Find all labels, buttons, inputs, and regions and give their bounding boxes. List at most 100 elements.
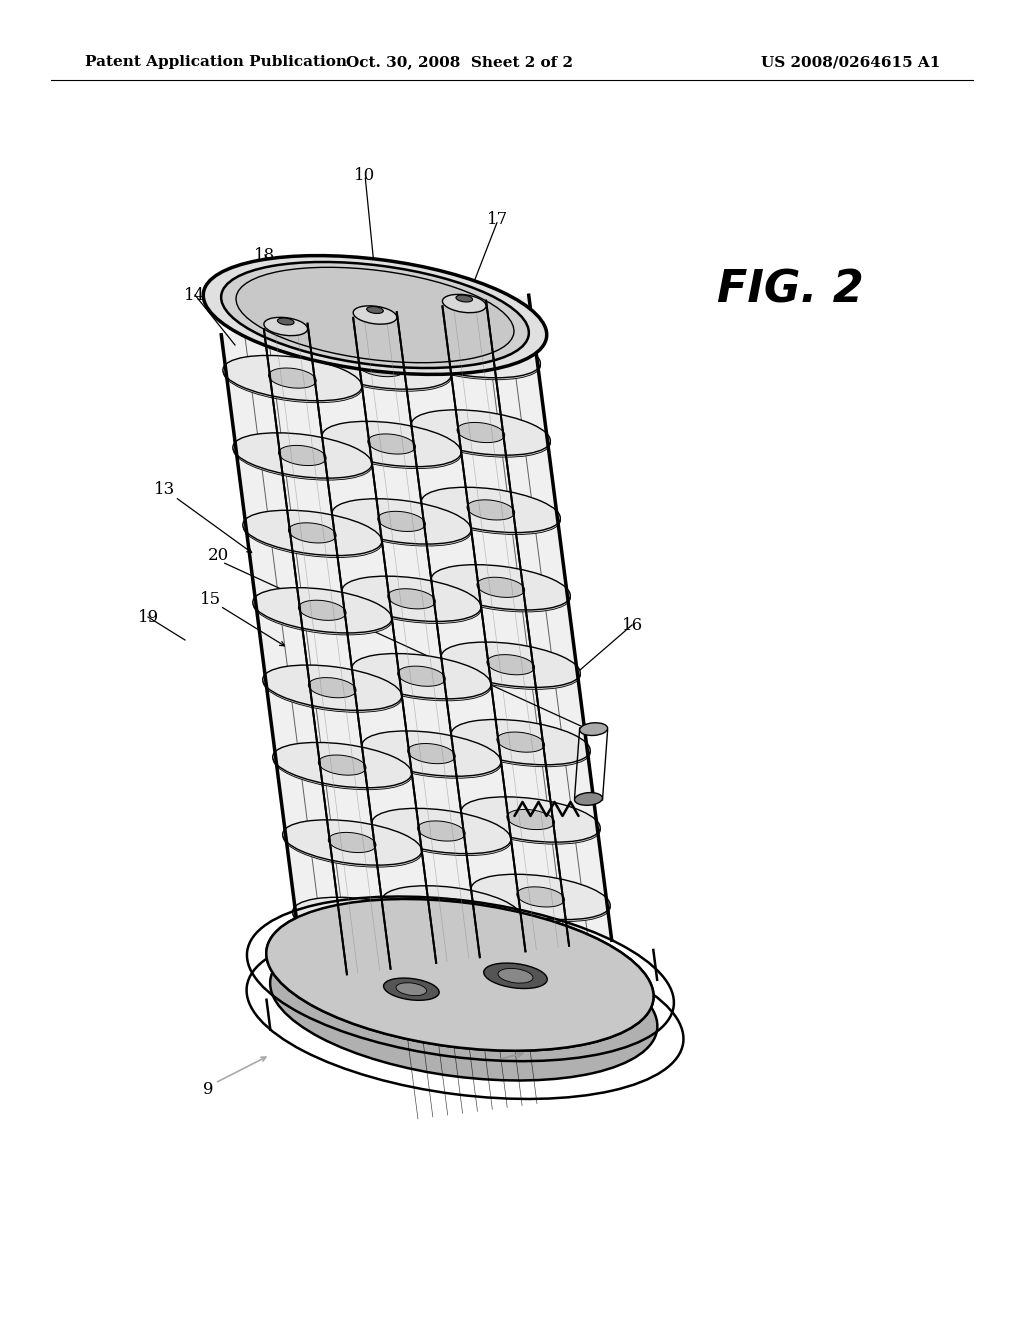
Ellipse shape xyxy=(580,723,607,735)
Ellipse shape xyxy=(332,499,471,544)
Ellipse shape xyxy=(312,346,452,391)
Ellipse shape xyxy=(498,969,532,983)
Text: Oct. 30, 2008  Sheet 2 of 2: Oct. 30, 2008 Sheet 2 of 2 xyxy=(346,55,573,69)
Ellipse shape xyxy=(461,797,600,842)
Text: 15: 15 xyxy=(200,591,220,609)
Ellipse shape xyxy=(293,899,432,945)
Ellipse shape xyxy=(323,421,461,467)
Ellipse shape xyxy=(428,899,475,919)
Ellipse shape xyxy=(352,653,490,698)
Ellipse shape xyxy=(243,512,382,557)
Ellipse shape xyxy=(283,820,422,865)
Ellipse shape xyxy=(412,409,550,455)
Ellipse shape xyxy=(338,909,386,931)
Text: 14: 14 xyxy=(184,286,206,304)
Ellipse shape xyxy=(372,808,511,854)
Polygon shape xyxy=(221,296,611,979)
Ellipse shape xyxy=(323,424,462,469)
Ellipse shape xyxy=(362,733,501,779)
Text: 10: 10 xyxy=(354,166,376,183)
Ellipse shape xyxy=(263,667,402,713)
Ellipse shape xyxy=(342,576,481,622)
Ellipse shape xyxy=(507,809,555,829)
Text: FIG. 2: FIG. 2 xyxy=(717,268,863,312)
Ellipse shape xyxy=(452,719,590,764)
Ellipse shape xyxy=(318,755,366,775)
Ellipse shape xyxy=(232,433,372,478)
Ellipse shape xyxy=(372,810,511,855)
Ellipse shape xyxy=(243,511,382,556)
Ellipse shape xyxy=(441,644,581,689)
Ellipse shape xyxy=(312,345,452,389)
Text: 19: 19 xyxy=(137,609,159,626)
Ellipse shape xyxy=(442,294,486,313)
Ellipse shape xyxy=(283,822,422,867)
Ellipse shape xyxy=(298,601,346,620)
Ellipse shape xyxy=(266,899,653,1051)
Ellipse shape xyxy=(352,656,492,701)
Ellipse shape xyxy=(471,876,610,921)
Ellipse shape xyxy=(486,655,535,675)
Ellipse shape xyxy=(329,833,376,853)
Ellipse shape xyxy=(384,978,439,1001)
Ellipse shape xyxy=(272,742,412,788)
Ellipse shape xyxy=(431,565,570,610)
Ellipse shape xyxy=(361,731,501,776)
Ellipse shape xyxy=(421,487,560,532)
Ellipse shape xyxy=(223,358,362,403)
Ellipse shape xyxy=(333,500,471,546)
Ellipse shape xyxy=(353,306,397,325)
Text: 13: 13 xyxy=(155,482,176,499)
Text: 20: 20 xyxy=(208,546,228,564)
Ellipse shape xyxy=(388,589,435,609)
Ellipse shape xyxy=(418,821,465,841)
Ellipse shape xyxy=(253,590,392,635)
Ellipse shape xyxy=(268,368,316,388)
Ellipse shape xyxy=(422,490,560,535)
Ellipse shape xyxy=(574,792,602,805)
Ellipse shape xyxy=(517,887,564,907)
Ellipse shape xyxy=(396,983,427,995)
Ellipse shape xyxy=(357,356,406,376)
Ellipse shape xyxy=(477,577,524,598)
Ellipse shape xyxy=(483,964,547,989)
Ellipse shape xyxy=(253,587,392,634)
Ellipse shape xyxy=(412,412,551,457)
Ellipse shape xyxy=(233,434,372,480)
Ellipse shape xyxy=(456,296,472,302)
Ellipse shape xyxy=(397,667,445,686)
Text: 17: 17 xyxy=(487,211,509,228)
Ellipse shape xyxy=(223,355,361,401)
Ellipse shape xyxy=(273,744,412,789)
Ellipse shape xyxy=(264,317,307,335)
Text: 18: 18 xyxy=(254,247,275,264)
Ellipse shape xyxy=(457,422,505,442)
Ellipse shape xyxy=(270,929,657,1081)
Ellipse shape xyxy=(431,566,570,612)
Ellipse shape xyxy=(266,899,653,1051)
Ellipse shape xyxy=(471,874,610,920)
Text: Patent Application Publication: Patent Application Publication xyxy=(85,55,347,69)
Ellipse shape xyxy=(382,886,521,931)
Ellipse shape xyxy=(293,898,431,942)
Ellipse shape xyxy=(447,345,495,366)
Ellipse shape xyxy=(368,434,416,454)
Ellipse shape xyxy=(289,523,336,543)
Ellipse shape xyxy=(204,256,547,375)
Ellipse shape xyxy=(342,578,481,623)
Ellipse shape xyxy=(441,642,581,688)
Ellipse shape xyxy=(221,261,528,368)
Ellipse shape xyxy=(497,733,545,752)
Ellipse shape xyxy=(278,318,294,325)
Ellipse shape xyxy=(378,511,425,532)
Text: US 2008/0264615 A1: US 2008/0264615 A1 xyxy=(761,55,940,69)
Ellipse shape xyxy=(279,445,327,466)
Ellipse shape xyxy=(263,665,401,710)
Ellipse shape xyxy=(367,306,383,313)
Ellipse shape xyxy=(308,677,356,698)
Text: 9: 9 xyxy=(203,1081,213,1098)
Ellipse shape xyxy=(236,267,514,363)
Ellipse shape xyxy=(382,888,521,933)
Ellipse shape xyxy=(452,722,591,767)
Text: 16: 16 xyxy=(622,616,643,634)
